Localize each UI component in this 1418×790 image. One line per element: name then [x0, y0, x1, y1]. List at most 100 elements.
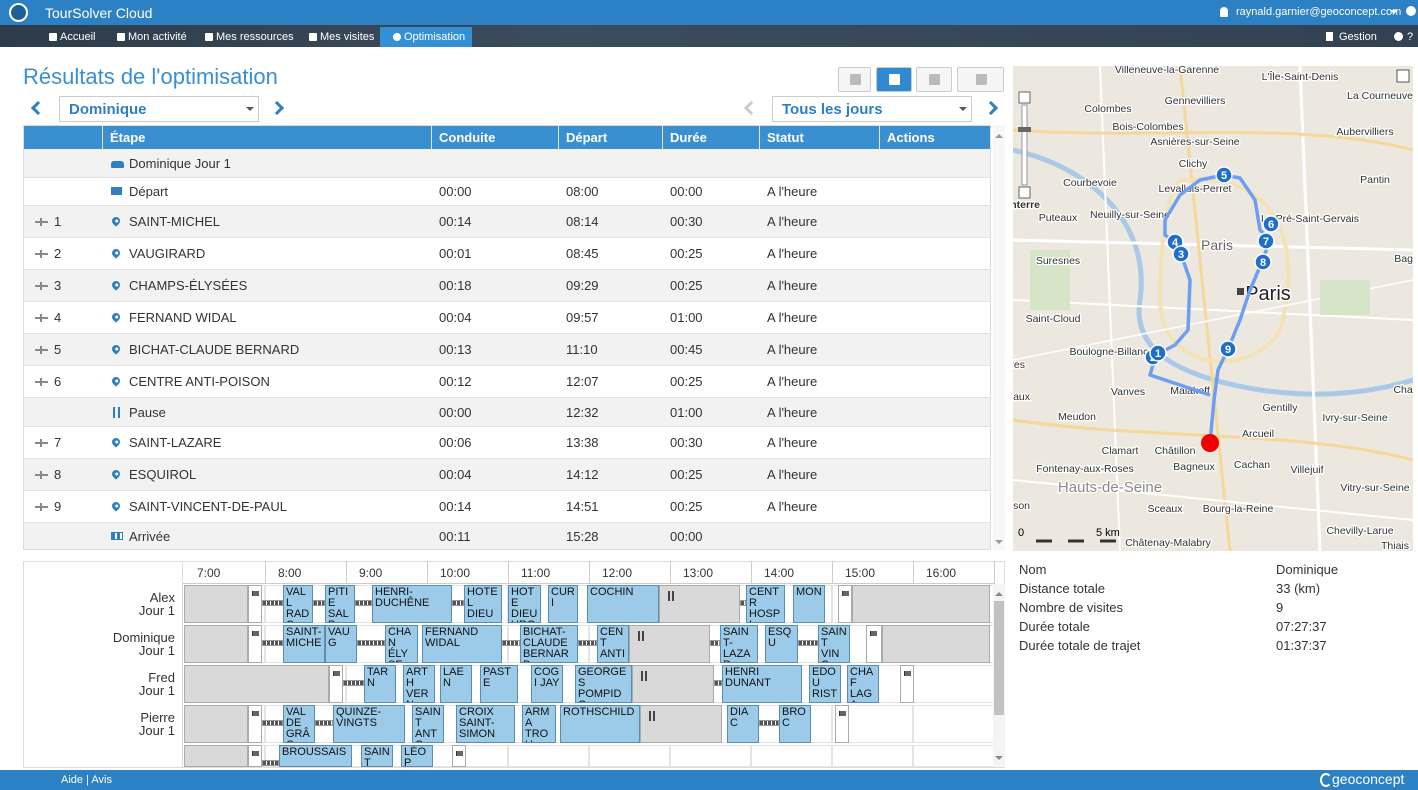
map-road: [1099, 66, 1121, 551]
map-place-label: Vitry-sur-Seine: [1340, 482, 1409, 494]
toolbar-button[interactable]: [957, 67, 1004, 92]
map-road: [1178, 66, 1232, 551]
cell: A l'heure: [767, 342, 818, 357]
drag-handle[interactable]: [35, 346, 48, 354]
hour-label: 7:00: [197, 566, 221, 580]
map-place-label: Clichy: [1179, 158, 1208, 170]
zoom-in: [1018, 91, 1031, 104]
cell: 00:18: [439, 278, 472, 293]
map-place-label: Cachan: [1234, 459, 1270, 471]
day-select[interactable]: Tous les jours: [772, 96, 972, 122]
user-name[interactable]: raynald.garnier@geoconcept.com: [1236, 6, 1402, 18]
resource-day: Jour 1: [138, 603, 175, 618]
cell: 00:30: [670, 214, 703, 229]
hour-label: 9:00: [359, 566, 383, 580]
toolbar-button[interactable]: [876, 67, 912, 92]
cell: A l'heure: [767, 435, 818, 450]
finish-icon: [111, 532, 123, 540]
nav-tab[interactable]: Accueil: [60, 31, 96, 43]
zoom-slider: [1021, 104, 1028, 186]
cell: 00:00: [670, 184, 703, 199]
step-name: SAINT-LAZARE: [129, 435, 222, 450]
select-caret: [246, 107, 254, 115]
footer-links[interactable]: Aide | Avis: [61, 774, 112, 786]
flag-block: [248, 705, 262, 743]
visit-block: HENRI-DUCHÊNE: [372, 585, 452, 623]
step-name: FERNAND WIDAL: [129, 310, 237, 325]
drag-handle: [40, 282, 42, 290]
drag-handle[interactable]: [35, 282, 48, 290]
map-place-label: Courbevoie: [1063, 177, 1117, 189]
scroll-arrow: [995, 756, 1003, 764]
column-header: Durée: [670, 130, 707, 145]
drive-block: [714, 680, 722, 686]
map-place-label: Châtillon: [1155, 445, 1196, 457]
resource-select[interactable]: Dominique: [59, 96, 259, 122]
idle-block: [184, 745, 248, 767]
time-axis-line: [183, 583, 995, 584]
map-park: [1320, 280, 1370, 315]
top-bar: [0, 0, 1418, 25]
map-place-label: Paris: [1245, 283, 1291, 305]
brand-mark: [1320, 773, 1332, 787]
steps-table: Étape Conduite Départ Durée Statut Actions Dom…: [23, 125, 991, 550]
drag-handle: [40, 346, 42, 354]
drag-handle[interactable]: [35, 314, 48, 322]
summary-value: 9: [1276, 600, 1284, 615]
toolbar-button[interactable]: [916, 67, 952, 92]
nav-icon: [117, 33, 125, 41]
nav-right[interactable]: Gestion: [1339, 31, 1377, 43]
pause-block: [632, 665, 714, 703]
table-row: 4 FERNAND WIDAL 00:04 09:57 01:00 A l'heure: [24, 302, 990, 334]
pin-hole: [113, 282, 119, 288]
drag-handle[interactable]: [35, 378, 48, 386]
drag-handle[interactable]: [35, 439, 48, 447]
pin-icon: [110, 375, 122, 387]
step-name: SAINT-MICHEL: [129, 214, 221, 229]
nav-tab[interactable]: Mes visites: [320, 31, 375, 43]
drag-handle[interactable]: [35, 250, 48, 258]
drag-handle: [40, 503, 42, 511]
gantt-cell: [751, 745, 832, 767]
cell: 00:04: [439, 467, 472, 482]
flag-block: [866, 625, 882, 663]
toolbar-button[interactable]: [838, 67, 871, 92]
visit-block: QUINZE-VINGTS: [333, 705, 405, 743]
arrow-button[interactable]: [743, 100, 759, 116]
visit-block: LAEN: [440, 665, 472, 703]
flag-icon: [252, 711, 259, 716]
button-icon: [889, 74, 900, 85]
drag-handle[interactable]: [35, 471, 48, 479]
arrow-button[interactable]: [983, 100, 999, 116]
zoom-handle: [1018, 127, 1031, 132]
map-place-label: Gentilly: [1262, 402, 1298, 414]
pause-block: [640, 705, 722, 743]
drag-handle[interactable]: [35, 218, 48, 226]
pause-block: [629, 625, 710, 663]
map-place-label: Moulineaux: [1013, 391, 1031, 403]
resource-name: Dominique: [112, 630, 175, 645]
visit-block: COCHIN: [587, 585, 659, 623]
nav-tab[interactable]: Mon activité: [128, 31, 187, 43]
row-number: 6: [54, 374, 62, 389]
step-name: BICHAT-CLAUDE BERNARD: [129, 342, 300, 357]
nav-tab[interactable]: Mes ressources: [216, 31, 294, 43]
drag-handle: [40, 439, 42, 447]
map[interactable]: Villeneuve-la-Garenne L'Île-Saint-Denis Ge…: [1013, 66, 1413, 551]
arrow-button[interactable]: [30, 100, 46, 116]
nav-tab[interactable]: Optimisation: [404, 31, 466, 43]
nav-right[interactable]: ?: [1407, 31, 1414, 43]
drag-handle[interactable]: [35, 503, 48, 511]
hour-label: 15:00: [845, 566, 876, 580]
flag-block: [452, 745, 466, 767]
flag-icon: [842, 591, 849, 596]
nav-tab-active: [380, 27, 472, 47]
flag-icon: [252, 631, 259, 636]
idle-block: [882, 625, 990, 663]
map-place-label: Boulogne-Billancourt: [1070, 346, 1167, 358]
cell: 14:12: [566, 467, 599, 482]
cell: 00:12: [439, 374, 472, 389]
flag-icon: [333, 671, 340, 676]
arrow-button[interactable]: [269, 100, 285, 116]
cell: 00:25: [670, 467, 703, 482]
